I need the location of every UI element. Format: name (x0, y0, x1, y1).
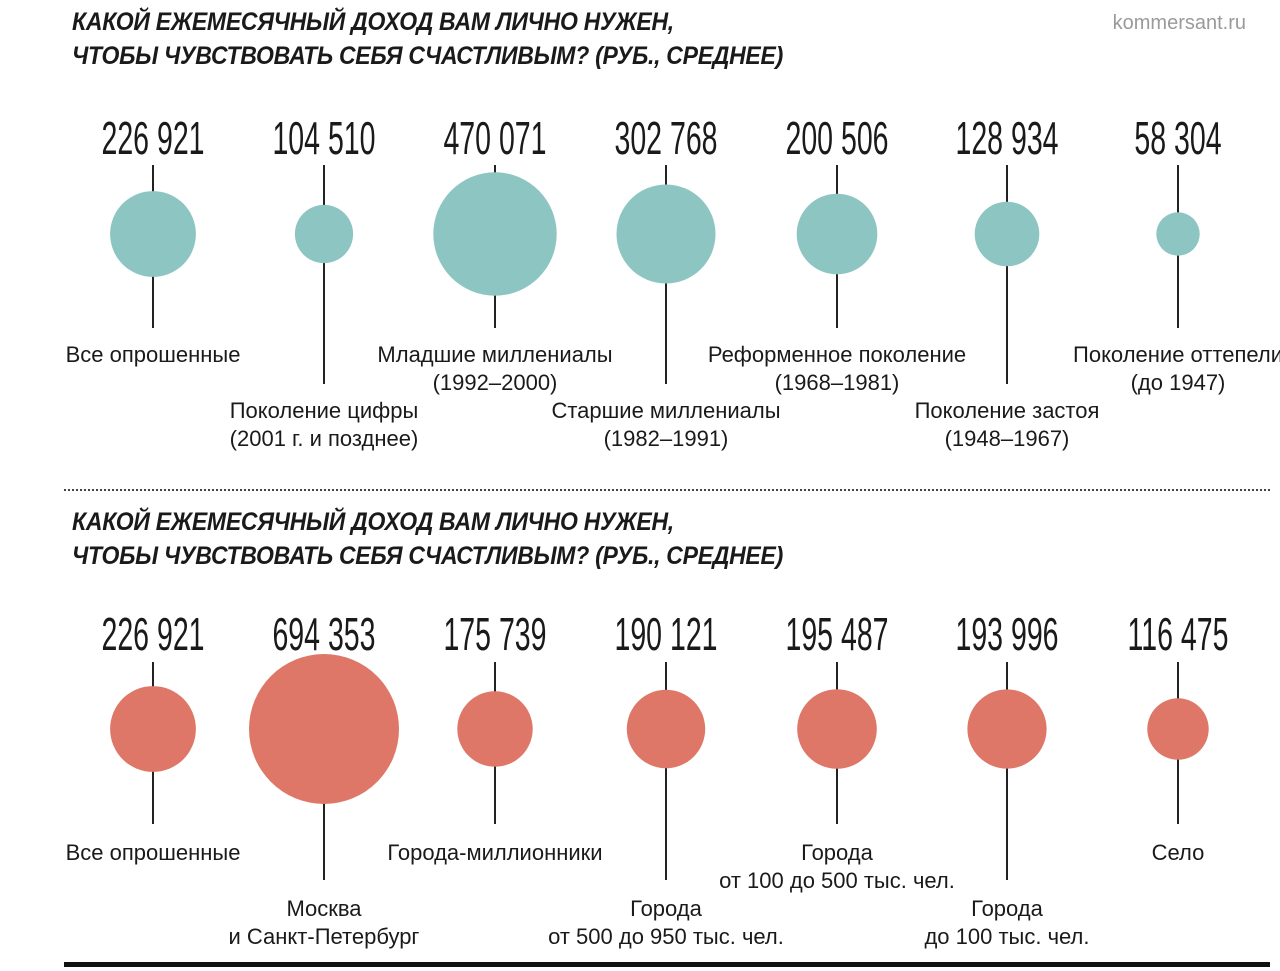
category-label: Города (971, 896, 1044, 921)
value-label: 190 121 (614, 609, 717, 661)
bubble (457, 691, 532, 766)
category-label: до 100 тыс. чел. (924, 924, 1089, 949)
bottom-rule (64, 962, 1270, 967)
bubble (967, 689, 1046, 768)
bubble (110, 686, 196, 772)
category-label: Города-миллионники (387, 840, 602, 865)
bubble (249, 654, 399, 804)
value-label: 116 475 (1128, 609, 1229, 661)
value-label: 175 739 (443, 609, 546, 661)
value-label: 226 921 (101, 609, 204, 661)
value-label: 694 353 (272, 609, 375, 661)
category-label: и Санкт-Петербург (229, 924, 420, 949)
category-label: Города (630, 896, 703, 921)
category-label: от 500 до 950 тыс. чел. (548, 924, 784, 949)
category-label: Все опрошенные (66, 840, 241, 865)
category-label: Москва (286, 896, 362, 921)
category-label: Города (801, 840, 874, 865)
value-label: 193 996 (955, 609, 1058, 661)
category-label: от 100 до 500 тыс. чел. (719, 868, 955, 893)
value-label: 195 487 (785, 609, 888, 661)
bubble (1147, 698, 1208, 759)
category-label: Село (1152, 840, 1205, 865)
bubble (627, 690, 705, 768)
bubble-chart-settlements: 226 921 Все опрошенные 694 353 Москва и Санк… (0, 0, 1280, 971)
bubble (797, 689, 877, 769)
